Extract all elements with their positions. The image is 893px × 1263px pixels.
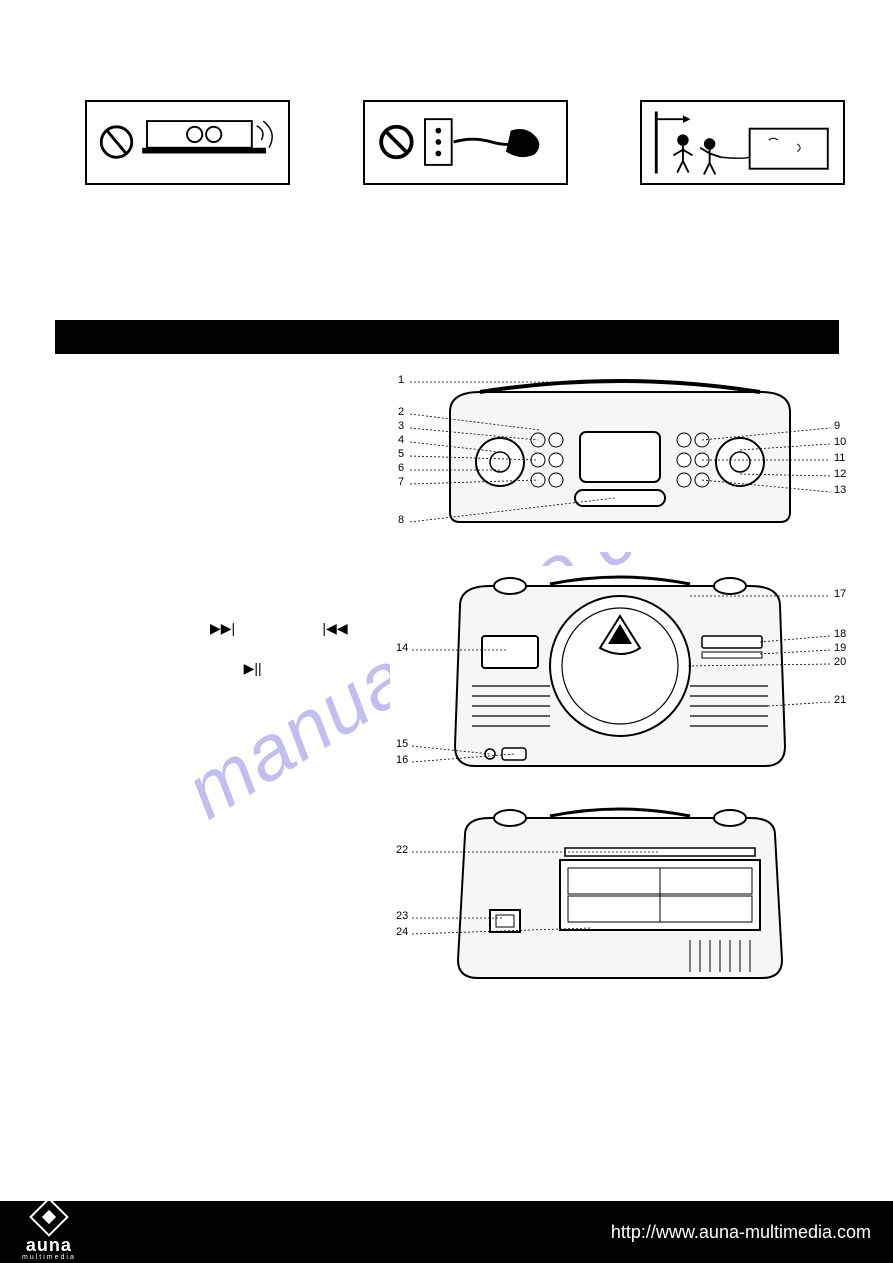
- callout-7: 7: [398, 476, 404, 488]
- callout-4: 4: [398, 434, 404, 446]
- play-pause-icon: ▶||: [244, 660, 262, 676]
- callout-24: 24: [396, 926, 408, 938]
- callout-12: 12: [834, 468, 846, 480]
- diagram-top-view: 1 2 3 4 5 6 7 8 9 10 11 12 13: [390, 362, 850, 552]
- callout-3: 3: [398, 420, 404, 432]
- callout-1: 1: [398, 374, 404, 386]
- callout-22: 22: [396, 844, 408, 856]
- diagram-front-view: 14 15 16 17 18 19 20 21: [390, 566, 850, 786]
- callout-14: 14: [396, 642, 408, 654]
- safety-box-cord: [363, 100, 568, 185]
- callout-17: 17: [834, 588, 846, 600]
- safety-box-edge: [85, 100, 290, 185]
- callout-21: 21: [834, 694, 846, 706]
- callout-10: 10: [834, 436, 846, 448]
- safety-box-children: [640, 100, 845, 185]
- safety-edge-icon: [87, 102, 288, 183]
- page: manualshive.com ▶▶| |◀◀ ▶||: [0, 0, 893, 1263]
- callout-20: 20: [834, 656, 846, 668]
- callout-19: 19: [834, 642, 846, 654]
- footer-url: http://www.auna-multimedia.com: [611, 1222, 871, 1243]
- logo-diamond-icon: [29, 1197, 69, 1237]
- callout-5: 5: [398, 448, 404, 460]
- callout-9: 9: [834, 420, 840, 432]
- callout-16: 16: [396, 754, 408, 766]
- callout-15: 15: [396, 738, 408, 750]
- next-track-icon: ▶▶|: [210, 620, 235, 636]
- callout-13: 13: [834, 484, 846, 496]
- logo-subtext: multimedia: [22, 1254, 76, 1261]
- section-header-bar: [55, 320, 839, 354]
- diagram-rear-view: 22 23 24: [390, 800, 850, 990]
- callout-2: 2: [398, 406, 404, 418]
- callout-18: 18: [834, 628, 846, 640]
- callout-8: 8: [398, 514, 404, 526]
- brand-logo: auna multimedia: [22, 1203, 76, 1261]
- callout-23: 23: [396, 910, 408, 922]
- footer-bar: auna multimedia http://www.auna-multimed…: [0, 1201, 893, 1263]
- logo-wordmark: auna: [26, 1235, 72, 1256]
- prev-track-icon: |◀◀: [322, 620, 347, 636]
- device-diagrams: 1 2 3 4 5 6 7 8 9 10 11 12 13: [390, 362, 850, 982]
- transport-glyphs: ▶▶| |◀◀ ▶||: [210, 618, 348, 679]
- safety-children-icon: [642, 102, 843, 183]
- safety-cord-icon: [365, 102, 566, 183]
- callout-11: 11: [834, 452, 845, 464]
- callout-6: 6: [398, 462, 404, 474]
- safety-illustrations-row: [85, 100, 845, 185]
